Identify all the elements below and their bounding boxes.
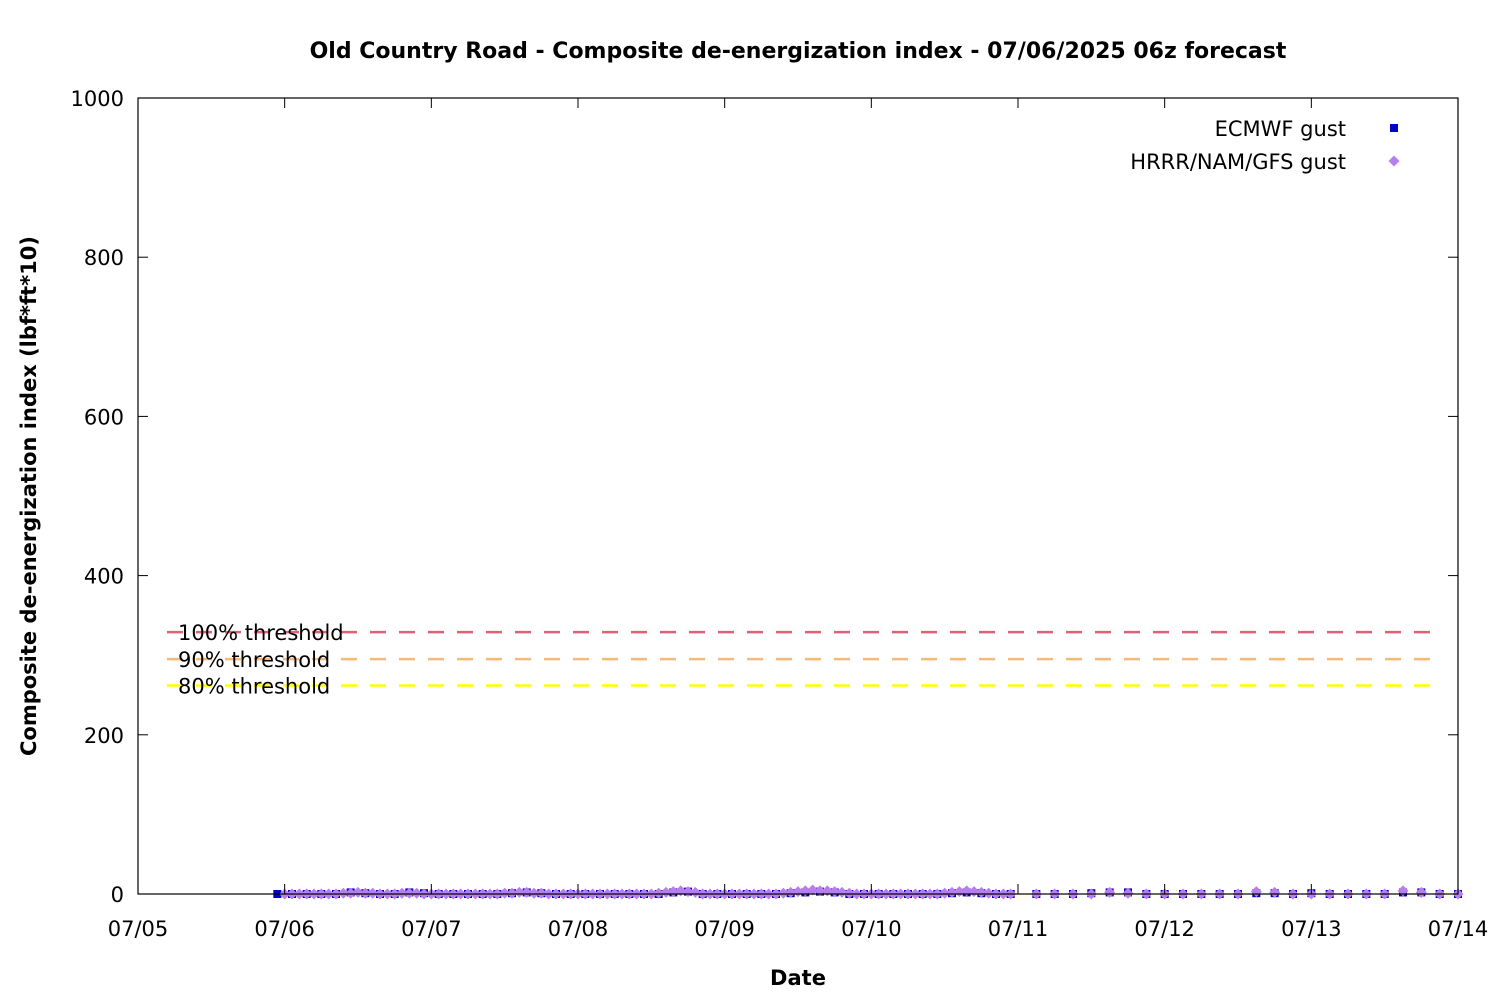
y-tick-label: 200 [84,724,124,748]
data-point [528,887,540,899]
y-tick-label: 1000 [71,87,124,111]
x-tick-label: 07/11 [988,917,1049,941]
data-point [367,887,379,899]
data-point [946,886,958,898]
x-tick-label: 07/09 [694,917,755,941]
data-point [1415,886,1427,898]
data-point [359,887,371,899]
data-point [660,886,672,898]
data-point [1104,886,1116,898]
data-point [352,886,364,898]
x-tick-label: 07/14 [1428,917,1489,941]
y-tick-label: 600 [84,405,124,429]
data-point [345,887,357,899]
x-tick-label: 07/08 [548,917,609,941]
data-point [411,887,423,899]
x-tick-label: 07/10 [841,917,902,941]
data-point [653,887,665,899]
plot-frame [137,97,1459,895]
data-point [777,887,789,899]
data-point [506,887,518,899]
y-tick-label: 800 [84,246,124,270]
x-axis-label: Date [770,966,826,990]
x-tick-label: 07/13 [1281,917,1342,941]
x-tick-label: 07/06 [254,917,315,941]
data-point [337,887,349,899]
data-point [535,887,547,899]
data-point [807,884,819,896]
threshold-label: 100% threshold [178,621,344,645]
legend: ECMWF gust HRRR/NAM/GFS gust [1130,117,1400,174]
threshold-label: 90% threshold [178,648,330,672]
data-point [785,886,797,898]
legend-label: HRRR/NAM/GFS gust [1130,150,1346,174]
y-tick-label: 400 [84,565,124,589]
data-point [975,886,987,898]
legend-marker [1390,124,1398,132]
data-point [836,886,848,898]
data-point [499,887,511,899]
data-series [273,884,1464,900]
y-axis-label: Composite de-energization index (lbf*ft*… [17,236,41,756]
x-tick-label: 07/05 [108,917,169,941]
chart-title: Old Country Road - Composite de-energiza… [310,39,1287,64]
data-point [843,887,855,899]
data-point [521,886,533,898]
data-point [1269,886,1281,898]
legend-label: ECMWF gust [1215,117,1346,141]
legend-marker [1388,155,1400,167]
x-tick-label: 07/07 [401,917,462,941]
data-point [939,887,951,899]
x-tick-label: 07/12 [1134,917,1195,941]
data-point [513,886,525,898]
axis-ticks: 07/05 07/06 07/07 07/08 07/09 07/10 07/11 07/12… [71,87,1489,941]
data-point [403,887,415,899]
y-tick-label: 0 [111,883,124,907]
data-point [1122,887,1134,899]
data-point [689,886,701,898]
data-point [396,887,408,899]
data-point [983,887,995,899]
threshold-label: 80% threshold [178,674,330,698]
